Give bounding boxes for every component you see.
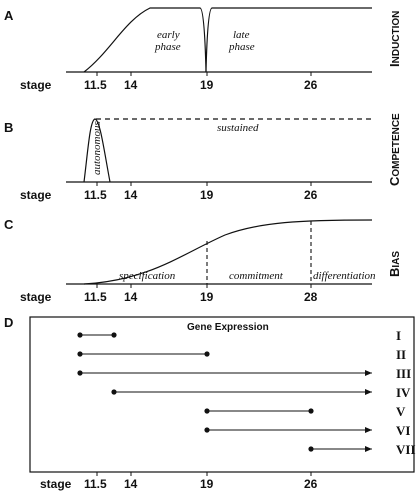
bias-curve	[83, 219, 373, 285]
panel-b-ticks	[96, 182, 312, 186]
panel-a-late-curve	[205, 7, 372, 73]
panel-b-tick-2: 14	[124, 188, 138, 202]
gene-row-start-dot	[308, 446, 314, 452]
panel-d-frame	[29, 316, 415, 473]
gene-row-end-dot	[308, 408, 314, 414]
panel-c-tick-4: 28	[304, 290, 318, 304]
gene-row-label: II	[396, 347, 406, 362]
autonomous-label: autonomous	[91, 121, 103, 175]
panel-a-letter: A	[4, 8, 14, 23]
autonomous-label-text: autonomous	[91, 121, 103, 175]
panel-d-ticks	[96, 472, 312, 476]
gene-row-start-dot	[77, 332, 83, 338]
autonomous-peak	[83, 118, 111, 183]
panel-b-letter: B	[4, 120, 13, 135]
panel-b-title: COMPETENCE	[387, 113, 402, 186]
panel-c-ticks	[96, 284, 312, 288]
early-label-1: early	[157, 29, 180, 41]
panel-c-title-text: BIAS	[387, 251, 402, 277]
gene-row-label: VI	[396, 423, 410, 438]
panel-a-title-text: INDUCTION	[387, 11, 402, 67]
early-label-2: phase	[154, 41, 181, 53]
late-label-2: phase	[228, 41, 255, 53]
panel-a-tick-2: 14	[124, 78, 138, 92]
gene-row-label: III	[396, 366, 411, 381]
gene-row-end-dot	[111, 332, 117, 338]
panel-c-tick-1: 11.5	[84, 290, 107, 304]
gene-row-label: V	[396, 404, 406, 419]
panel-a-tick-3: 19	[200, 78, 214, 92]
panel-d-letter: D	[4, 315, 13, 330]
panel-c-tick-3: 19	[200, 290, 214, 304]
panel-a-tick-1: 11.5	[84, 78, 107, 92]
late-label-1: late	[233, 29, 250, 41]
sustained-label: sustained	[217, 122, 259, 134]
differentiation-label: differentiation	[313, 270, 376, 282]
panel-d-tick-4: 26	[304, 477, 318, 491]
specification-label: specification	[119, 270, 176, 282]
panel-d-tick-1: 11.5	[84, 477, 107, 491]
gene-row-end-dot	[204, 351, 210, 357]
gene-row-start-dot	[204, 427, 210, 433]
gene-row-label: IV	[396, 385, 411, 400]
panel-b-tick-3: 19	[200, 188, 214, 202]
gene-row-start-dot	[77, 351, 83, 357]
panel-b-title-text: COMPETENCE	[387, 113, 402, 186]
panel-a-stage-label: stage	[20, 78, 52, 92]
gene-row-label: I	[396, 328, 401, 343]
panel-a-tick-4: 26	[304, 78, 318, 92]
gene-row-label: VII	[396, 442, 416, 457]
gene-row-start-dot	[111, 389, 117, 395]
panel-d-tick-3: 19	[200, 477, 214, 491]
panel-c-title: BIAS	[387, 251, 402, 277]
gene-row-start-dot	[204, 408, 210, 414]
commitment-label: commitment	[229, 270, 284, 282]
panel-d-tick-2: 14	[124, 477, 138, 491]
panel-a-title: INDUCTION	[387, 11, 402, 67]
panel-b-tick-4: 26	[304, 188, 318, 202]
panel-b-stage-label: stage	[20, 188, 52, 202]
panel-c-tick-2: 14	[124, 290, 138, 304]
gene-expression-title: Gene Expression	[187, 322, 269, 333]
panel-b-tick-1: 11.5	[84, 188, 107, 202]
panel-a-ticks	[96, 72, 312, 76]
panel-c-stage-label: stage	[20, 290, 52, 304]
gene-row-start-dot	[77, 370, 83, 376]
panel-c-letter: C	[4, 217, 14, 232]
panel-d-stage-label: stage	[40, 477, 72, 491]
panel-a-early-curve	[83, 7, 207, 73]
